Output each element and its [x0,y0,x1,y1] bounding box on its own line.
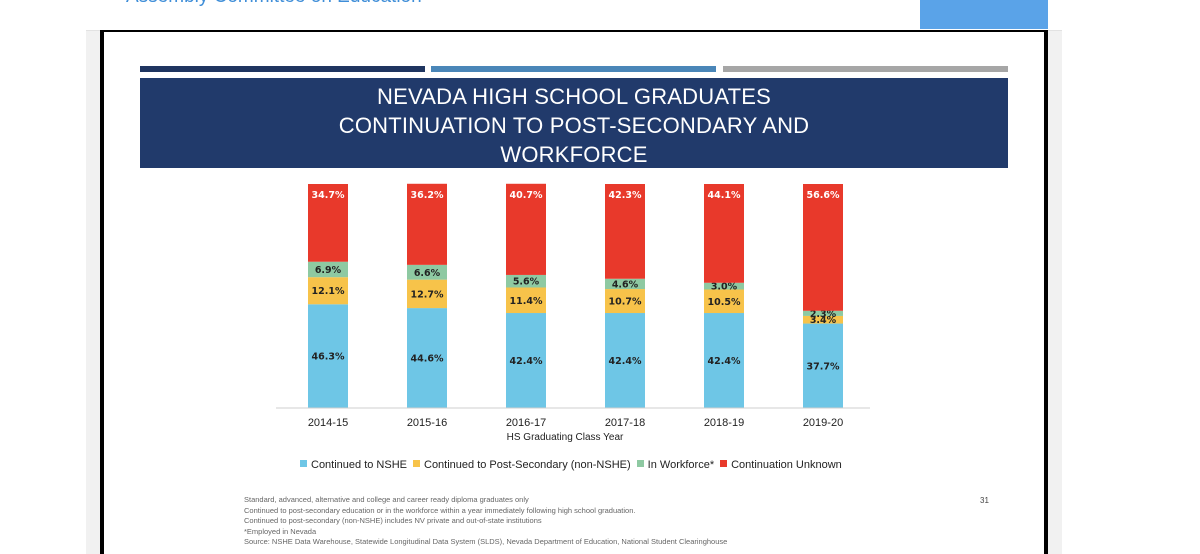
legend-label: Continuation Unknown [731,459,842,471]
legend-swatch [720,460,728,467]
bar-segment [803,184,843,311]
title-stripe-mid [431,66,716,72]
title-line-1: NEVADA HIGH SCHOOL GRADUATES [377,84,771,109]
bar-segment [506,183,546,275]
bar-segment [803,310,843,316]
header-button[interactable] [920,0,1048,29]
footnote: Source: NSHE Data Warehouse, Statewide L… [244,537,728,547]
x-tick-label: 2016-17 [506,417,546,429]
bar-segment [308,184,348,262]
bar-segment [704,289,744,314]
data-label: 4.6% [612,279,639,290]
window-left-margin [0,0,86,554]
bar-segment [407,308,447,408]
bar-segment [407,279,447,309]
data-label: 12.1% [312,286,345,297]
bar-segment [308,277,348,305]
footnote: Standard, advanced, alternative and coll… [244,495,529,504]
data-label: 2.3% [810,309,837,320]
title-line-3: WORKFORCE [500,142,648,167]
data-label: 42.4% [609,356,642,367]
legend-swatch [636,460,644,467]
legend-item: In Workforce* [636,459,715,471]
footnotes: Standard, advanced, alternative and coll… [244,495,727,548]
data-label: 34.7% [312,190,345,201]
bar-segment [803,323,843,408]
legend-label: Continued to Post-Secondary (non-NSHE) [424,459,631,471]
data-label: 56.6% [807,190,840,201]
data-label: 37.7% [807,361,840,372]
data-label: 3.0% [711,282,738,293]
bar-segment [308,261,348,278]
x-axis-title: HS Graduating Class Year [507,432,624,443]
window-right-margin [1062,0,1200,554]
footnote: Continued to post-secondary (non-NSHE) i… [244,516,542,526]
chart-legend: Continued to NSHE Continued to Post-Secon… [300,459,848,471]
legend-swatch [413,460,420,467]
data-label: 40.7% [510,190,543,201]
bar-segment [506,274,546,288]
bar-segment [704,282,744,290]
legend-swatch [300,460,307,467]
data-label: 3.4% [810,315,837,326]
title-stripe-dark [140,66,425,72]
data-label: 12.7% [411,289,444,300]
stacked-bar-chart: 46.3% 12.1% 6.9% 34.7% 2014-15 44.6% 12.7% 6.6%… [276,183,870,443]
bar-segment [308,304,348,408]
bar-segment [605,313,645,408]
data-label: 42.4% [708,356,741,367]
x-tick-label: 2014-15 [308,417,348,429]
legend-label: Continued to NSHE [311,459,407,471]
data-label: 11.4% [510,296,543,307]
legend-item: Continued to Post-Secondary (non-NSHE) [413,459,631,471]
bar-segment [506,313,546,408]
bar-segment [605,278,645,290]
data-label: 10.7% [609,297,642,308]
footnote: Continued to post-secondary education or… [244,505,636,515]
slide-title: NEVADA HIGH SCHOOL GRADUATES CONTINUATIO… [140,78,1008,168]
slide: NEVADA HIGH SCHOOL GRADUATES CONTINUATIO… [104,32,1044,554]
document-header: Assembly Committee on Education [86,0,1062,31]
title-stripe-gray [723,66,1008,72]
title-line-2: CONTINUATION TO POST-SECONDARY AND [338,113,810,138]
bar-segment [704,313,744,408]
bar-segment [506,287,546,314]
data-label: 10.5% [708,297,741,308]
bar-segment [803,315,843,324]
x-tick-label: 2017-18 [605,417,645,429]
bar-segment [605,289,645,314]
bar-segment [605,184,645,279]
footnote: *Employed in Nevada [244,526,317,536]
x-tick-label: 2015-16 [407,417,447,429]
data-label: 46.3% [312,352,345,363]
legend-label: In Workforce* [647,459,715,471]
page-number: 31 [980,496,989,505]
bar-segment [407,264,447,280]
data-label: 6.6% [414,268,441,279]
legend-item: Continuation Unknown [720,459,842,471]
data-label: 6.9% [315,265,342,276]
header-title: Assembly Committee on Education [126,0,422,8]
bar-segment [407,183,447,265]
data-label: 42.4% [510,356,543,367]
data-label: 5.6% [513,277,540,288]
bar-segment [704,184,744,283]
x-tick-label: 2018-19 [704,417,744,429]
data-label: 36.2% [411,190,444,201]
data-label: 44.1% [708,190,741,201]
data-label: 44.6% [411,354,444,365]
x-tick-label: 2019-20 [803,417,843,429]
legend-item: Continued to NSHE [300,459,407,471]
data-label: 42.3% [609,190,642,201]
